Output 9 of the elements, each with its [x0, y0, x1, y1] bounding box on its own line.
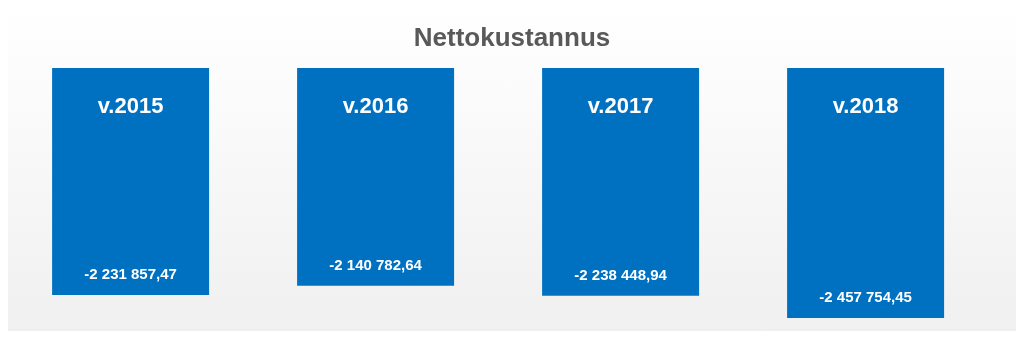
data-label: -2 140 782,64	[329, 255, 423, 273]
data-label: -2 231 857,47	[84, 265, 177, 283]
data-label: -2 457 754,45	[819, 288, 912, 305]
chart-title: Nettokustannus	[412, 22, 612, 53]
x-tick-label: v.2017	[587, 93, 654, 118]
data-label: -2 238 448,94	[574, 265, 668, 283]
x-tick-label: v.2015	[97, 93, 164, 118]
x-tick-label: v.2018	[832, 93, 899, 118]
x-tick-label: v.2016	[342, 93, 409, 118]
